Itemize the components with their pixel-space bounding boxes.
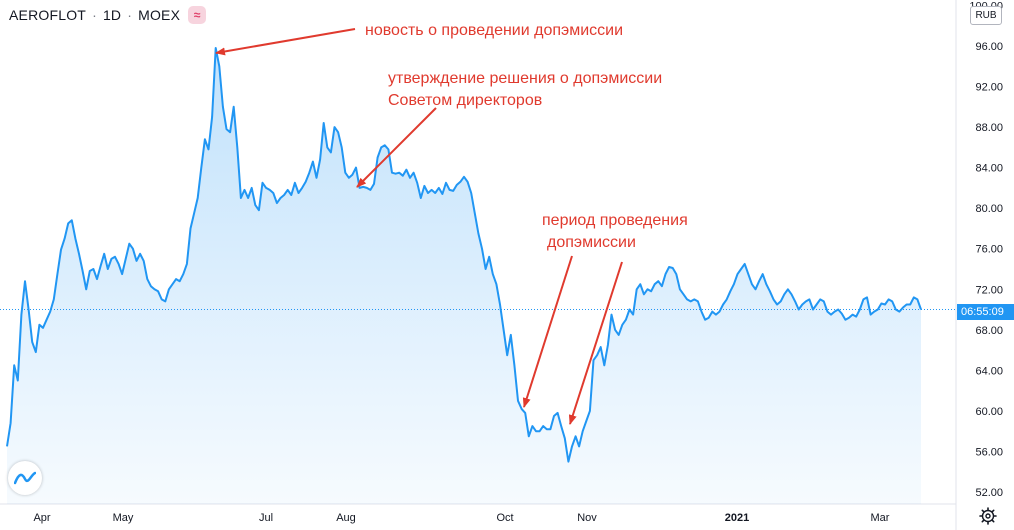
x-tick-label: Apr xyxy=(33,512,50,524)
last-price-label: 06:55:09 xyxy=(957,304,1014,320)
separator-dot: · xyxy=(92,7,97,23)
y-tick-label: 84.00 xyxy=(975,163,1003,175)
x-tick-label: Mar xyxy=(871,512,890,524)
symbol-name: AEROFLOT xyxy=(9,7,87,23)
y-tick-label: 56.00 xyxy=(975,446,1003,458)
y-tick-label: 76.00 xyxy=(975,244,1003,256)
separator-dot: · xyxy=(127,7,133,23)
y-tick-label: 68.00 xyxy=(975,325,1003,337)
arrow-news xyxy=(215,28,356,56)
exchange-label: MOEX xyxy=(138,7,181,23)
arrow-board-decision xyxy=(356,107,437,188)
arrow-period-start xyxy=(522,255,573,408)
interval-label: 1D xyxy=(102,7,122,23)
pink-wave-badge-icon[interactable]: ≈ xyxy=(188,6,207,24)
tradingview-logo-icon[interactable] xyxy=(8,461,42,495)
x-tick-label: Jul xyxy=(259,512,273,524)
y-tick-label: 72.00 xyxy=(975,284,1003,296)
y-tick-label: 52.00 xyxy=(975,487,1003,499)
x-tick-label: Aug xyxy=(336,512,356,524)
annotation-board-line1: утверждение решения о допэмиссии xyxy=(388,70,663,87)
y-tick-label: 92.00 xyxy=(975,82,1003,94)
y-tick-label: 64.00 xyxy=(975,365,1003,377)
annotation-news: новость о проведении допэмиссии xyxy=(365,22,623,39)
currency-badge[interactable]: RUB xyxy=(970,6,1002,25)
y-tick-label: 96.00 xyxy=(975,41,1003,53)
settings-gear-icon[interactable] xyxy=(979,507,997,525)
annotation-period-line1: период проведения xyxy=(542,212,688,229)
symbol-header[interactable]: AEROFLOT · 1D · MOEX ≈ xyxy=(9,5,207,25)
price-series-line xyxy=(6,47,922,463)
y-tick-label: 60.00 xyxy=(975,406,1003,418)
x-tick-label: 2021 xyxy=(725,512,749,524)
price-area-fill xyxy=(7,48,921,504)
x-tick-label: Oct xyxy=(496,512,513,524)
y-tick-label: 88.00 xyxy=(975,122,1003,134)
x-axis: Apr May Jul Aug Oct Nov 2021 Mar xyxy=(33,512,889,524)
annotation-board-line2: Советом директоров xyxy=(388,92,543,109)
annotation-arrows xyxy=(215,28,623,425)
x-tick-label: May xyxy=(113,512,134,524)
x-tick-label: Nov xyxy=(577,512,597,524)
y-tick-label: 80.00 xyxy=(975,203,1003,215)
y-axis: 100.0096.0092.0088.0084.0080.0076.0072.0… xyxy=(969,0,1003,499)
arrow-period-end xyxy=(568,261,623,425)
annotation-period-line2: допэмиссии xyxy=(547,234,636,251)
